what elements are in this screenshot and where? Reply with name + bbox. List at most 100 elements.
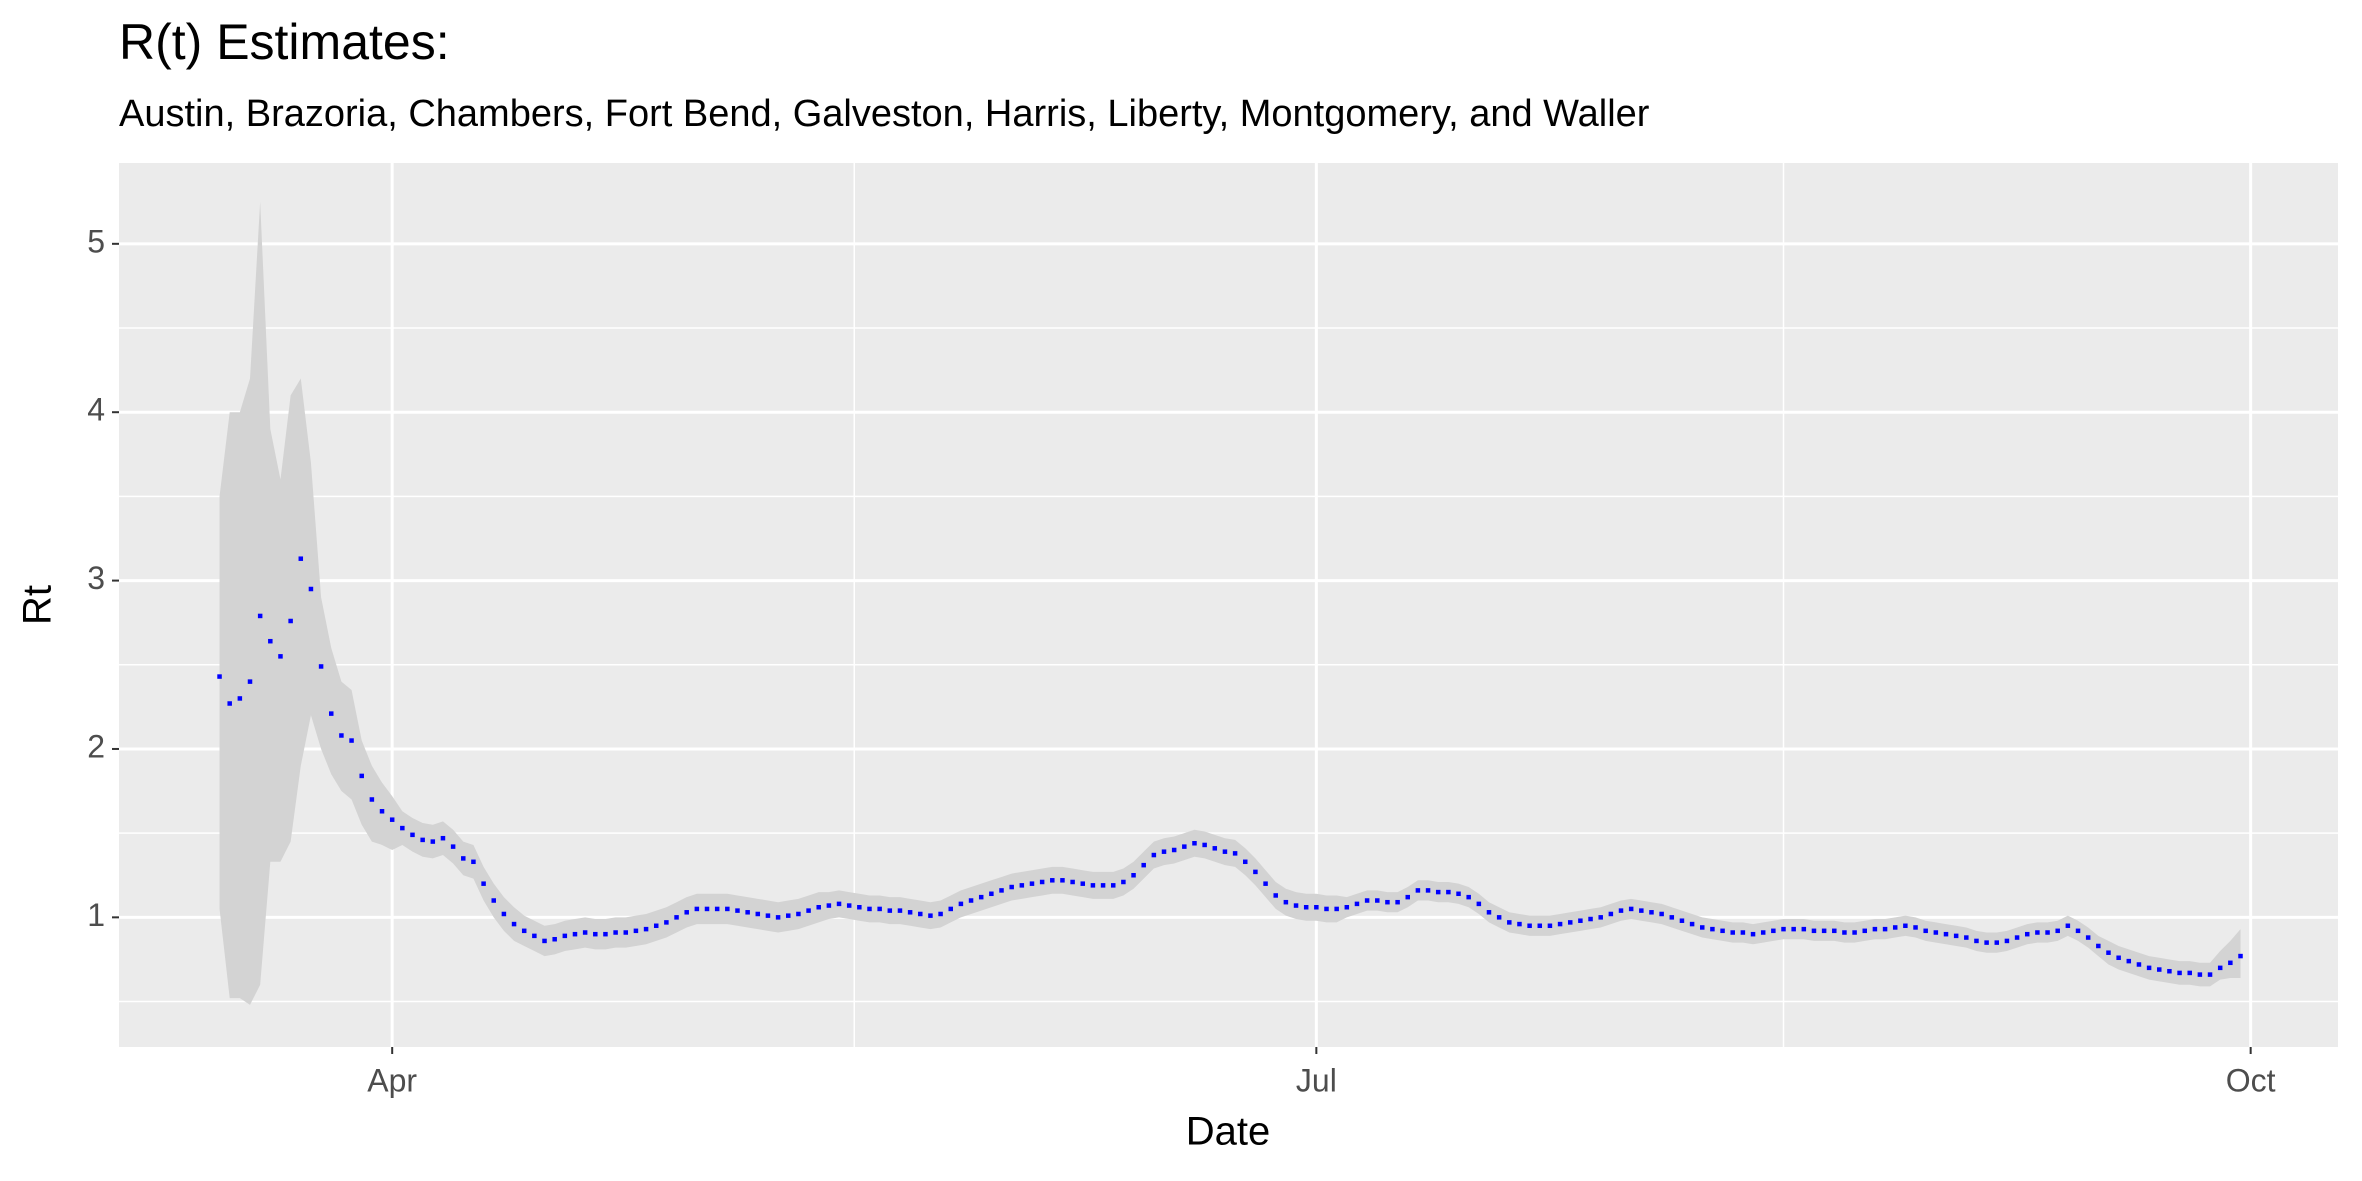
rt-point [1273, 893, 1278, 898]
rt-point [1314, 904, 1319, 910]
rt-point [2116, 955, 2121, 961]
rt-point [633, 928, 639, 934]
rt-point [1263, 881, 1268, 886]
rt-point [1639, 908, 1644, 913]
rt-point [1354, 901, 1360, 907]
rt-point [1953, 933, 1959, 939]
rt-point [1750, 931, 1756, 937]
rt-point [1182, 844, 1187, 849]
rt-point [1547, 923, 1553, 929]
rt-point [2157, 967, 2162, 972]
rt-point [796, 911, 801, 917]
rt-point [1080, 881, 1086, 886]
rt-point [1415, 888, 1421, 893]
rt-point [1923, 928, 1928, 934]
rt-point [288, 618, 293, 624]
rt-point [440, 835, 446, 841]
rt-point [928, 913, 933, 918]
rt-point [664, 920, 669, 925]
rt-point [1557, 921, 1563, 927]
rt-point [938, 911, 943, 917]
rt-point [1375, 898, 1380, 903]
rt-point [389, 817, 395, 822]
rt-point [1060, 878, 1065, 883]
rt-point [1171, 847, 1177, 853]
chart-subtitle: Austin, Brazoria, Chambers, Fort Bend, G… [119, 93, 1650, 135]
rt-point [1862, 928, 1867, 934]
rt-point [2217, 965, 2223, 971]
rt-point [2096, 943, 2101, 949]
rt-point [1446, 889, 1451, 895]
rt-point [1364, 898, 1370, 903]
rt-point [1202, 842, 1207, 848]
rt-point [359, 773, 364, 779]
rt-point [501, 911, 507, 917]
rt-point [532, 933, 537, 939]
rt-point [704, 906, 710, 912]
rt-point [1842, 930, 1847, 935]
rt-point [2177, 970, 2182, 976]
rt-point [1943, 931, 1949, 937]
rt-point [227, 701, 232, 706]
rt-point [298, 556, 304, 561]
rt-point [1933, 930, 1939, 935]
rt-point [2075, 928, 2081, 934]
confidence-band [219, 201, 2241, 1005]
rt-point [1821, 928, 1827, 934]
rt-point [714, 906, 720, 912]
y-tick-label: 3 [87, 560, 105, 596]
chart-title: R(t) Estimates: [119, 14, 450, 70]
rt-point [1121, 879, 1126, 885]
rt-point [1507, 920, 1512, 925]
rt-point [907, 910, 913, 915]
rt-point [329, 711, 334, 716]
rt-point [471, 859, 476, 865]
x-tick-label: Apr [367, 1062, 417, 1098]
rt-point [1466, 894, 1471, 900]
rt-point [1232, 851, 1238, 856]
rt-point [1913, 925, 1918, 930]
rt-point [339, 733, 344, 738]
rt-point [1334, 906, 1339, 912]
rt-point [1872, 926, 1878, 932]
rt-point [836, 901, 842, 907]
rt-point [826, 903, 832, 908]
rt-point [2035, 930, 2040, 935]
rt-point [1385, 899, 1390, 905]
rt-point [1852, 930, 1857, 935]
rt-point [735, 908, 740, 913]
rt-point [1100, 883, 1106, 888]
rt-point [2014, 935, 2020, 940]
rt-point [1903, 923, 1908, 929]
rt-point [1456, 891, 1461, 897]
rt-point [1039, 879, 1045, 885]
plot-area [217, 201, 2243, 1005]
rt-point [1771, 928, 1776, 934]
rt-point [1222, 849, 1228, 854]
rt-point [2024, 931, 2030, 937]
rt-point [1700, 925, 1705, 930]
rt-point [786, 913, 791, 918]
rt-point [1293, 903, 1299, 908]
rt-point [2197, 972, 2203, 977]
rt-point [1649, 910, 1654, 915]
rt-point [623, 930, 629, 935]
rt-point [1730, 930, 1735, 935]
rt-point [1019, 883, 1025, 888]
rt-point [1283, 899, 1289, 905]
rt-point [217, 674, 222, 679]
rt-point [613, 930, 618, 935]
rt-point [1882, 926, 1888, 932]
rt-point [1588, 916, 1593, 922]
rt-point [765, 913, 771, 918]
rt-point [603, 931, 608, 937]
rt-point [572, 931, 578, 937]
rt-point [2207, 972, 2213, 977]
rt-point [318, 664, 324, 669]
rt-point [237, 696, 243, 701]
rt-point [1567, 920, 1573, 925]
rt-point [1344, 904, 1350, 910]
x-tick-label: Jul [1296, 1062, 1337, 1098]
rt-point [1110, 883, 1116, 888]
rt-point [1476, 901, 1482, 907]
